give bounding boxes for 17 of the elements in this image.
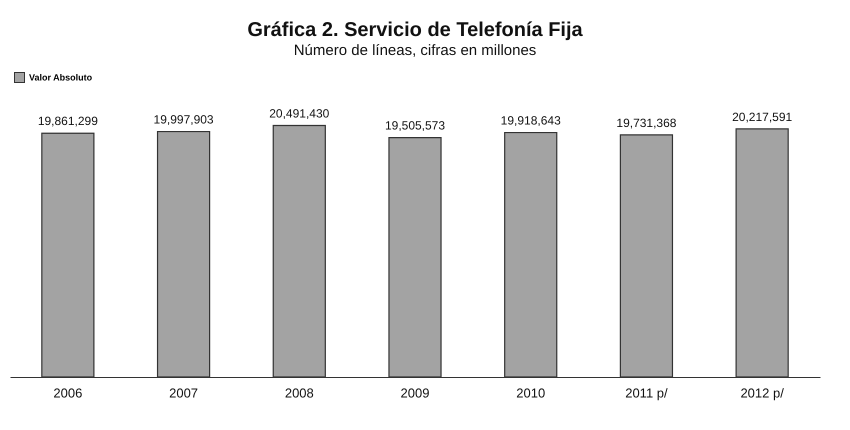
data-label: 19,505,573	[384, 118, 446, 133]
data-label: 20,217,591	[732, 110, 792, 124]
data-label: 19,918,643	[500, 114, 562, 128]
x-tick-label: 2011 p/	[625, 386, 668, 400]
chart-subtitle: Número de líneas, cifras en millones	[294, 42, 536, 59]
x-tick-label: 2006	[53, 386, 82, 400]
x-tick-label: 2012 p/	[740, 386, 784, 400]
chart-title: Gráfica 2. Servicio de Telefonía Fija	[247, 19, 584, 41]
data-label: 19,861,299	[38, 114, 98, 128]
legend-label: Valor Absoluto	[29, 72, 93, 82]
x-tick-label: 2009	[400, 386, 430, 400]
x-tick-label: 2010	[516, 386, 546, 400]
data-label: 19,997,903	[154, 112, 214, 127]
data-label: 20,491,430	[269, 106, 330, 121]
x-tick-label: 2007	[169, 386, 198, 400]
x-tick-label: 2008	[284, 386, 314, 400]
data-label: 19,731,368	[616, 116, 677, 130]
